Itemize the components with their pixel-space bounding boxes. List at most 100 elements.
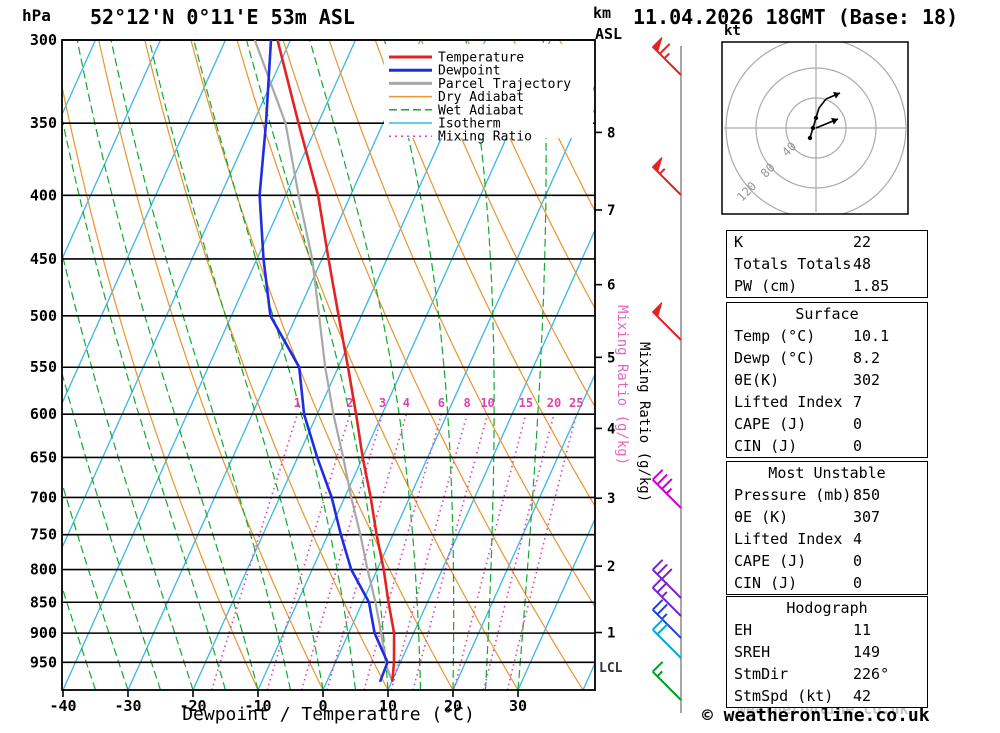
datetime-label: 11.04.2026 18GMT (Base: 18) [633, 5, 959, 29]
x-axis-label: Dewpoint / Temperature (°C) [182, 704, 475, 725]
stat-label: CAPE (J) [734, 415, 807, 433]
stat-value: 8.2 [853, 349, 881, 367]
svg-text:6: 6 [438, 396, 445, 410]
dewpoint-curve [258, 40, 389, 683]
svg-text:650: 650 [30, 448, 57, 466]
altitude-axis-unit-km: km [593, 4, 612, 22]
stat-row: PW (cm) 1.85 [727, 275, 927, 297]
stats-table-surface: Surface Temp (°C) 10.1 Dewp (°C) 8.2 θE(K) 302… [726, 302, 928, 458]
stat-row: Lifted Index 7 [727, 391, 927, 413]
svg-text:600: 600 [30, 405, 57, 423]
stats-table-hodograph: Hodograph EH 11 SREH 149 StmDir 226° StmSpd (kt… [726, 596, 928, 708]
svg-text:Dewpoint: Dewpoint [438, 64, 501, 79]
stat-label: EH [734, 621, 753, 639]
svg-text:500: 500 [30, 307, 57, 325]
svg-text:400: 400 [30, 186, 57, 204]
stat-label: Lifted Index [734, 530, 843, 548]
stat-label: Pressure (mb) [734, 486, 852, 504]
stat-label: StmSpd (kt) [734, 687, 834, 705]
stat-value: 1.85 [853, 277, 890, 295]
stat-label: Lifted Index [734, 393, 843, 411]
altitude-axis-unit-asl: ASL [595, 25, 623, 43]
stat-row: Temp (°C) 10.1 [727, 325, 927, 347]
svg-text:25: 25 [569, 396, 583, 410]
svg-text:700: 700 [30, 488, 57, 506]
svg-text:850: 850 [30, 593, 57, 611]
stat-value: 850 [853, 486, 881, 504]
mixing-ratio-axis-label-pink: Mixing Ratio (g/kg) [614, 305, 630, 465]
stat-row: EH 11 [727, 619, 927, 641]
stats-table-header: Most Unstable [768, 464, 886, 482]
stats-table-most-unstable: Most Unstable Pressure (mb) 850 θE (K) 307 Li… [726, 461, 928, 595]
stat-value: 10.1 [853, 327, 890, 345]
svg-text:Parcel Trajectory: Parcel Trajectory [438, 77, 571, 92]
stat-value: 11 [853, 621, 872, 639]
stat-value: 4 [853, 530, 863, 548]
svg-text:1: 1 [607, 626, 615, 642]
svg-text:1: 1 [294, 396, 301, 410]
svg-text:2: 2 [346, 396, 353, 410]
copyright-label: © weatheronline.co.uk [702, 705, 930, 726]
stats-table-header: Hodograph [786, 599, 868, 617]
stat-value: 0 [853, 437, 863, 455]
svg-text:8: 8 [463, 396, 470, 410]
svg-text:Dry Adiabat: Dry Adiabat [438, 90, 524, 105]
stat-value: 0 [853, 552, 863, 570]
hodograph-unit-label: kt [724, 23, 741, 39]
svg-text:750: 750 [30, 526, 57, 544]
stat-row: θE(K) 302 [727, 369, 927, 391]
svg-text:20: 20 [547, 396, 561, 410]
parcel-trajectory-curve [253, 40, 394, 683]
svg-text:3: 3 [379, 396, 386, 410]
temperature-curve [276, 40, 396, 682]
stat-label: Totals Totals [734, 255, 852, 273]
stat-row: StmSpd (kt) 42 [727, 685, 927, 707]
svg-text:350: 350 [30, 114, 57, 132]
stat-value: 226° [853, 665, 890, 683]
stats-table-header: Surface [795, 305, 859, 323]
svg-text:Temperature: Temperature [438, 51, 524, 66]
stat-value: 48 [853, 255, 872, 273]
svg-text:550: 550 [30, 358, 57, 376]
stat-value: 149 [853, 643, 881, 661]
axis-labels: 3003504004505005506006507007508008509009… [30, 31, 652, 715]
svg-text:3: 3 [607, 491, 615, 507]
svg-text:0: 0 [318, 697, 327, 715]
stats-table-indices: K 22 Totals Totals 48 PW (cm) 1.85 [726, 230, 928, 298]
svg-text:300: 300 [30, 31, 57, 49]
svg-text:8: 8 [607, 125, 615, 141]
svg-text:6: 6 [607, 278, 615, 294]
stat-label: Dewp (°C) [734, 349, 816, 367]
svg-text:20: 20 [444, 697, 462, 715]
stat-label: StmDir [734, 665, 789, 683]
svg-text:-10: -10 [244, 697, 271, 715]
stat-label: PW (cm) [734, 277, 798, 295]
svg-text:10: 10 [379, 697, 397, 715]
stat-row: StmDir 226° [727, 663, 927, 685]
svg-text:Mixing Ratio: Mixing Ratio [438, 130, 532, 145]
stat-value: 42 [853, 687, 872, 705]
stat-label: CIN (J) [734, 437, 798, 455]
svg-text:Wet Adiabat: Wet Adiabat [438, 103, 524, 118]
mixing-ratio-labels: 1 2 3 4 6 8 10 15 20 25 [294, 396, 584, 410]
svg-text:4: 4 [607, 421, 615, 437]
stat-row: Lifted Index 4 [727, 528, 927, 550]
svg-text:10: 10 [480, 396, 494, 410]
svg-text:900: 900 [30, 624, 57, 642]
stat-value: 0 [853, 415, 863, 433]
svg-text:2: 2 [607, 559, 615, 575]
svg-text:450: 450 [30, 250, 57, 268]
stat-row: CIN (J) 0 [727, 435, 927, 457]
pressure-grid [61, 39, 596, 691]
stat-row: Dewp (°C) 8.2 [727, 347, 927, 369]
lcl-label: LCL [599, 661, 623, 676]
stat-row: CAPE (J) 0 [727, 550, 927, 572]
mixing-ratio-axis-label: Mixing Ratio (g/kg) [636, 342, 652, 502]
stat-value: 302 [853, 371, 881, 389]
svg-text:950: 950 [30, 653, 57, 671]
svg-text:Isotherm: Isotherm [438, 117, 501, 132]
stat-label: θE(K) [734, 371, 780, 389]
